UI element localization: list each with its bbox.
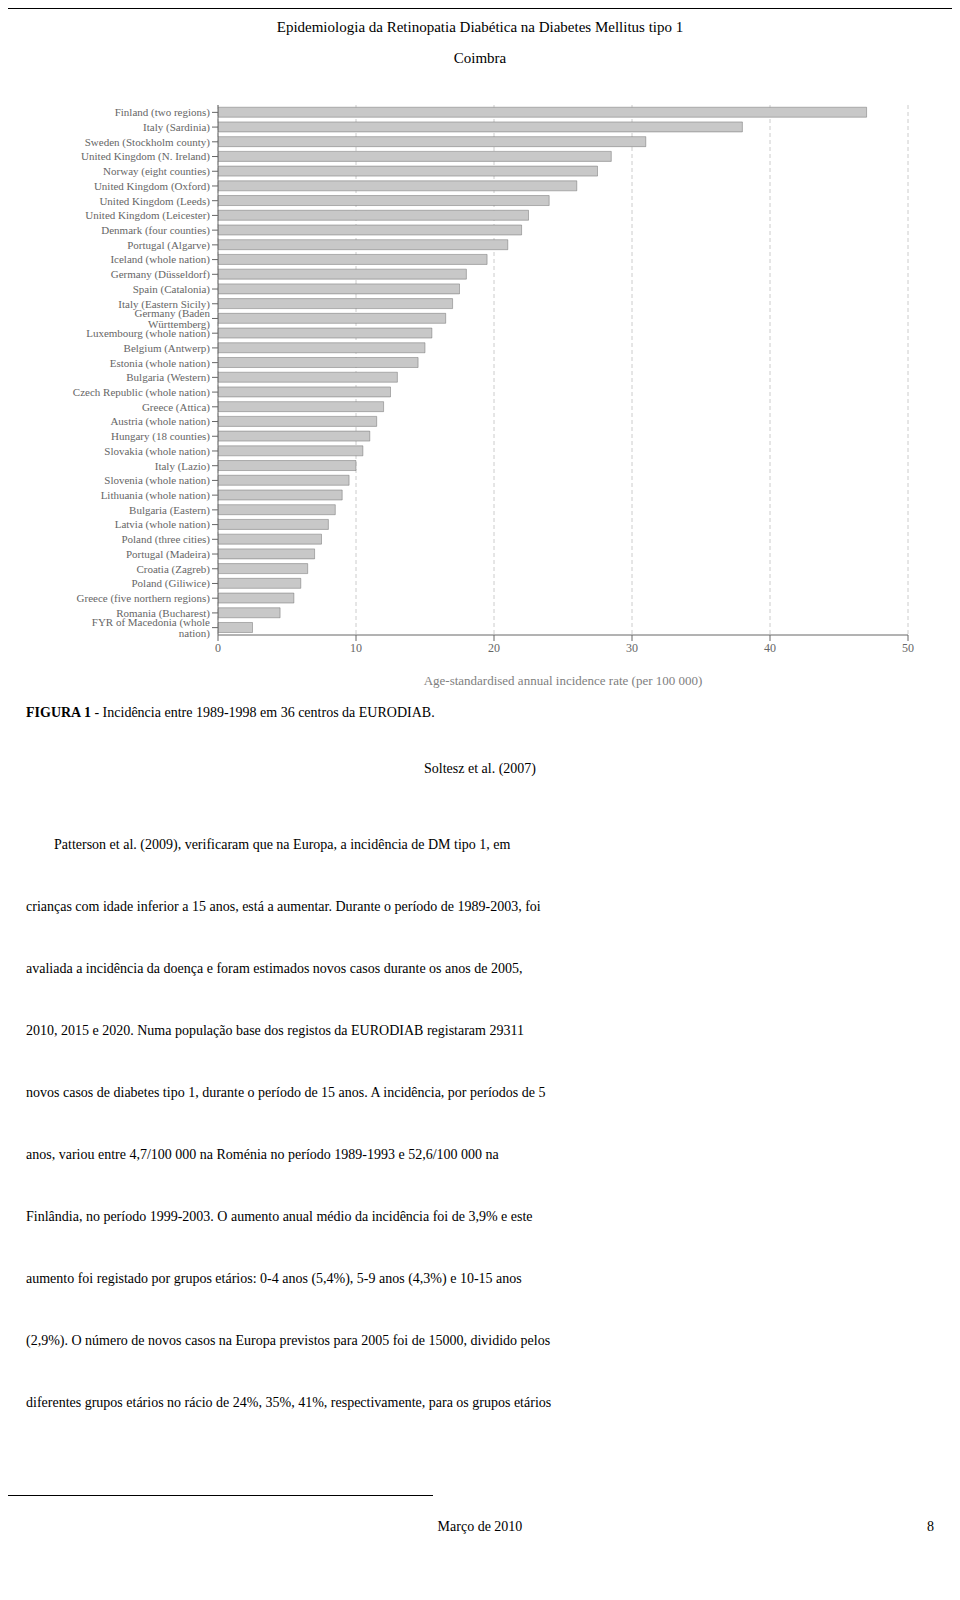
svg-text:40: 40 xyxy=(764,641,776,655)
svg-text:Germany (Düsseldorf): Germany (Düsseldorf) xyxy=(111,268,211,281)
svg-text:Portugal (Madeira): Portugal (Madeira) xyxy=(126,548,210,561)
svg-text:United Kingdom (Leicester): United Kingdom (Leicester) xyxy=(85,209,210,222)
svg-text:Slovenia (whole nation): Slovenia (whole nation) xyxy=(104,474,210,487)
svg-text:Estonia (whole nation): Estonia (whole nation) xyxy=(110,357,211,370)
svg-text:Norway (eight counties): Norway (eight counties) xyxy=(103,165,210,178)
svg-text:Slovakia (whole nation): Slovakia (whole nation) xyxy=(104,445,210,458)
svg-text:Finland (two regions): Finland (two regions) xyxy=(115,106,211,119)
svg-text:Denmark (four counties): Denmark (four counties) xyxy=(101,224,210,237)
svg-text:Latvia (whole nation): Latvia (whole nation) xyxy=(115,518,211,531)
svg-text:Age-standardised annual incide: Age-standardised annual incidence rate (… xyxy=(424,673,703,688)
svg-text:Croatia (Zagreb): Croatia (Zagreb) xyxy=(136,563,210,576)
svg-text:Italy (Lazio): Italy (Lazio) xyxy=(155,460,211,473)
svg-text:Italy (Sardinia): Italy (Sardinia) xyxy=(143,121,210,134)
svg-text:30: 30 xyxy=(626,641,638,655)
svg-text:0: 0 xyxy=(215,641,221,655)
svg-text:10: 10 xyxy=(350,641,362,655)
svg-text:Lithuania (whole nation): Lithuania (whole nation) xyxy=(101,489,211,502)
svg-text:Poland (three cities): Poland (three cities) xyxy=(121,533,210,546)
svg-text:Poland (Giliwice): Poland (Giliwice) xyxy=(131,577,210,590)
svg-text:Spain (Catalonia): Spain (Catalonia) xyxy=(133,283,211,296)
svg-text:United Kingdom (N. Ireland): United Kingdom (N. Ireland) xyxy=(81,150,210,163)
svg-text:Czech Republic (whole nation): Czech Republic (whole nation) xyxy=(73,386,210,399)
svg-text:50: 50 xyxy=(902,641,914,655)
svg-text:Austria (whole nation): Austria (whole nation) xyxy=(110,415,210,428)
svg-text:Portugal (Algarve): Portugal (Algarve) xyxy=(127,239,210,252)
svg-text:20: 20 xyxy=(488,641,500,655)
svg-text:Belgium (Antwerp): Belgium (Antwerp) xyxy=(124,342,211,355)
svg-text:Greece (Attica): Greece (Attica) xyxy=(142,401,210,414)
svg-text:Greece (five northern regions): Greece (five northern regions) xyxy=(77,592,211,605)
svg-text:United Kingdom (Leeds): United Kingdom (Leeds) xyxy=(99,195,210,208)
svg-text:Sweden (Stockholm county): Sweden (Stockholm county) xyxy=(85,136,211,149)
svg-text:Hungary (18 counties): Hungary (18 counties) xyxy=(111,430,210,443)
svg-text:FYR of Macedonia (wholenation): FYR of Macedonia (wholenation) xyxy=(92,616,211,640)
svg-text:Iceland (whole nation): Iceland (whole nation) xyxy=(110,253,210,266)
svg-text:Bulgaria (Eastern): Bulgaria (Eastern) xyxy=(129,504,210,517)
svg-text:Bulgaria (Western): Bulgaria (Western) xyxy=(126,371,210,384)
svg-text:Luxembourg (whole nation): Luxembourg (whole nation) xyxy=(86,327,210,340)
svg-text:United Kingdom (Oxford): United Kingdom (Oxford) xyxy=(94,180,210,193)
